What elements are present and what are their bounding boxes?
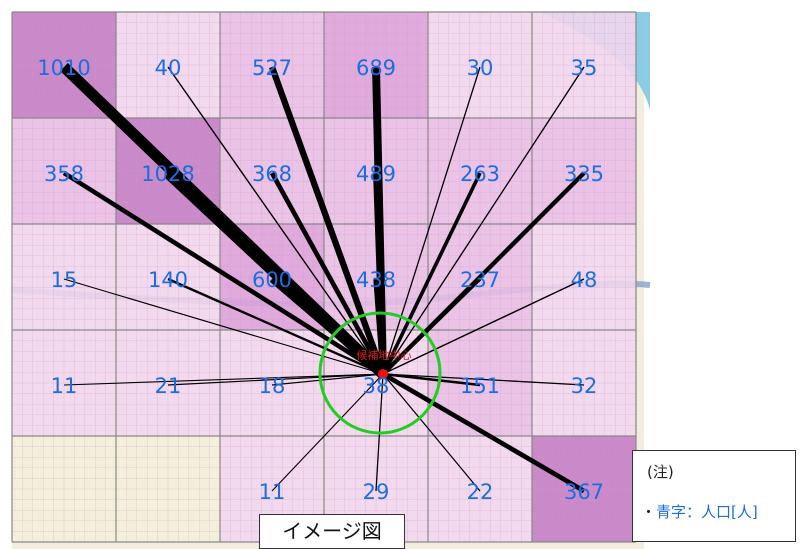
center-point [378,369,388,379]
population-label: 48 [571,268,598,292]
population-label: 527 [252,56,292,80]
population-labels: 1010 40 527 689 30 35 358 1028 368 489 263 335 15 140… [37,56,604,504]
population-label: 140 [148,268,188,292]
population-label: 368 [252,162,292,186]
flow-line [381,277,482,376]
flow-line [269,65,386,376]
population-label: 438 [356,268,396,292]
population-label: 30 [467,56,494,80]
population-label: 1028 [141,162,194,186]
population-label: 335 [564,162,604,186]
population-label: 18 [259,374,286,398]
image-label: イメージ図 [259,514,405,549]
population-label: 358 [44,162,84,186]
flow-line [167,277,384,376]
flow-line [271,373,384,492]
flow-line [382,373,481,492]
population-label: 35 [571,56,598,80]
population-label: 237 [460,268,500,292]
flow-line [382,373,585,386]
population-label: 15 [51,268,78,292]
population-label: 29 [363,480,390,504]
flow-line [269,276,386,377]
population-label: 32 [571,374,598,398]
population-label: 40 [155,56,182,80]
population-label: 11 [51,374,78,398]
flow-line [382,66,481,375]
population-label: 22 [467,480,494,504]
flow-line [382,372,481,387]
flow-line [63,278,384,375]
flow-line [381,371,586,494]
flow-line [269,171,386,376]
flow-line [167,373,384,386]
flow-lines [60,63,586,494]
population-label: 367 [564,480,604,504]
flow-line [271,373,384,386]
note-bullet: ・ [641,503,657,521]
population-label: 489 [356,162,396,186]
population-label: 21 [155,374,182,398]
flow-line [382,278,585,375]
population-label: 263 [460,162,500,186]
flow-line [63,373,384,386]
flow-line [382,66,585,375]
population-label: 38 [363,374,390,398]
population-label: 689 [356,56,396,80]
note-title: (注) [647,463,674,481]
catchment-circle [318,311,442,435]
note-text: 青字：人口[人] [656,503,758,521]
population-label: 600 [252,268,292,292]
legend-note: (注) ・青字：人口[人] [632,450,796,542]
flow-line [381,172,482,375]
note-line: ・青字：人口[人] [641,501,758,522]
flow-line [373,278,386,375]
population-label: 151 [460,374,500,398]
population-label: 1010 [37,56,90,80]
population-label: 11 [259,480,286,504]
center-label: 候補地中心 [357,348,412,362]
